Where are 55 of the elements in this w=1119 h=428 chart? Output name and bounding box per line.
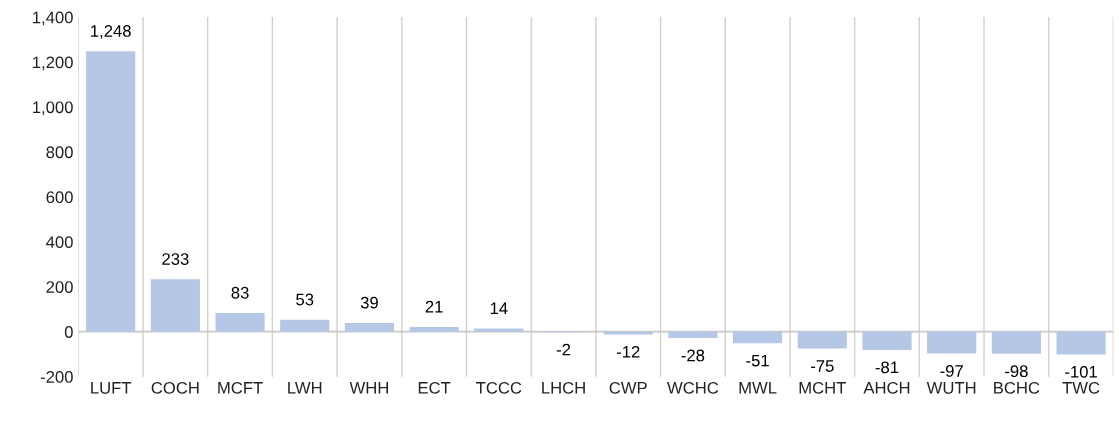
- bar: [668, 331, 718, 338]
- data-label: -81: [875, 361, 899, 374]
- bar: [215, 313, 265, 332]
- x-tick-label: MCHT: [799, 381, 846, 394]
- bar: [1056, 331, 1106, 355]
- x-tick-label: COCH: [151, 381, 199, 394]
- data-label: -98: [1005, 365, 1028, 378]
- x-tick-label: TCCC: [476, 381, 522, 394]
- y-tick-label: 1,400: [33, 11, 73, 26]
- bar: [344, 322, 395, 332]
- data-label: 53: [296, 293, 314, 306]
- bar: [927, 331, 977, 354]
- data-label: -75: [810, 360, 834, 372]
- y-tick-label: 800: [46, 146, 73, 159]
- y-tick-label: 1,200: [33, 56, 73, 71]
- bar: [474, 328, 524, 332]
- data-label: -12: [616, 345, 640, 358]
- data-label: -101: [1065, 365, 1097, 378]
- x-tick-label: MWL: [739, 382, 777, 394]
- data-label: 233: [162, 253, 189, 265]
- bar: [991, 331, 1041, 354]
- y-tick-label: 200: [46, 281, 73, 293]
- x-tick-label: LHCH: [542, 381, 585, 394]
- data-label: 39: [360, 296, 378, 309]
- bar: [150, 279, 200, 332]
- y-tick-label: 1,000: [33, 101, 73, 116]
- y-tick-label: 0: [64, 326, 73, 338]
- x-tick-label: MCFT: [218, 381, 263, 394]
- y-tick-label: 600: [46, 191, 73, 204]
- x-tick-label: LUFT: [91, 382, 132, 394]
- bar: [862, 331, 912, 350]
- bar: [409, 326, 459, 332]
- data-label: -28: [681, 349, 705, 362]
- data-label: 83: [231, 286, 249, 299]
- y-tick-label: 400: [46, 236, 73, 249]
- bar: [280, 319, 330, 332]
- x-tick-label: BCHC: [994, 381, 1040, 394]
- data-label: 21: [425, 300, 443, 313]
- x-tick-label: CWP: [609, 381, 647, 394]
- bar: [733, 331, 783, 344]
- x-tick-label: WCHC: [667, 381, 719, 394]
- data-label: -2: [556, 343, 571, 356]
- bar: [797, 331, 847, 349]
- data-label: -51: [746, 354, 769, 367]
- data-label: -97: [940, 365, 963, 377]
- x-tick-label: AHCH: [863, 381, 910, 394]
- data-label: 1,248: [91, 25, 131, 39]
- bar: [86, 51, 136, 332]
- y-tick-label: -200: [40, 371, 73, 383]
- x-tick-label: TWC: [1062, 381, 1100, 394]
- x-tick-label: WHH: [349, 382, 388, 394]
- x-tick-label: WUTH: [926, 382, 976, 394]
- data-label: 14: [490, 302, 508, 314]
- x-tick-label: LWH: [288, 382, 322, 394]
- x-tick-label: ECT: [418, 381, 451, 394]
